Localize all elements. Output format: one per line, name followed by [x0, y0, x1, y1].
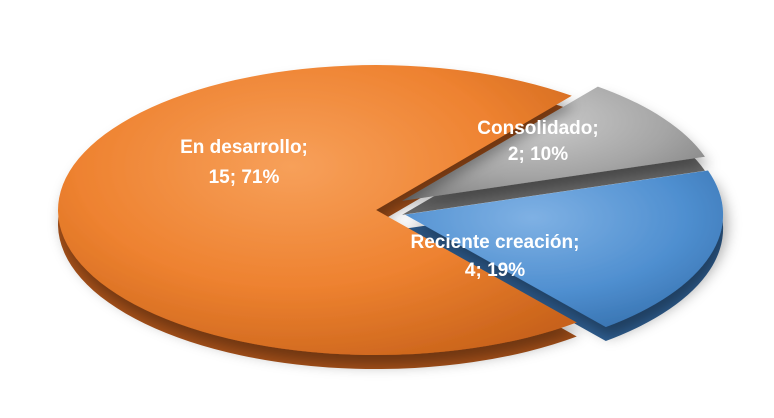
label-reciente-creacion-name: Reciente creación; [411, 232, 580, 253]
slice-reciente-creaci-n [405, 170, 724, 328]
label-reciente-creacion-value: 4; 19% [465, 260, 525, 281]
slice-en-desarrollo [58, 65, 577, 356]
label-consolidado-value: 2; 10% [508, 144, 568, 165]
label-consolidado-name: Consolidado; [477, 118, 598, 139]
label-en-desarrollo-value: 15; 71% [209, 167, 280, 188]
pie-slices [58, 65, 724, 370]
slice-labels: En desarrollo; 15; 71% Consolidado; 2; 1… [180, 118, 599, 281]
label-en-desarrollo-name: En desarrollo; [180, 137, 308, 158]
slice-consolidado [402, 86, 705, 201]
